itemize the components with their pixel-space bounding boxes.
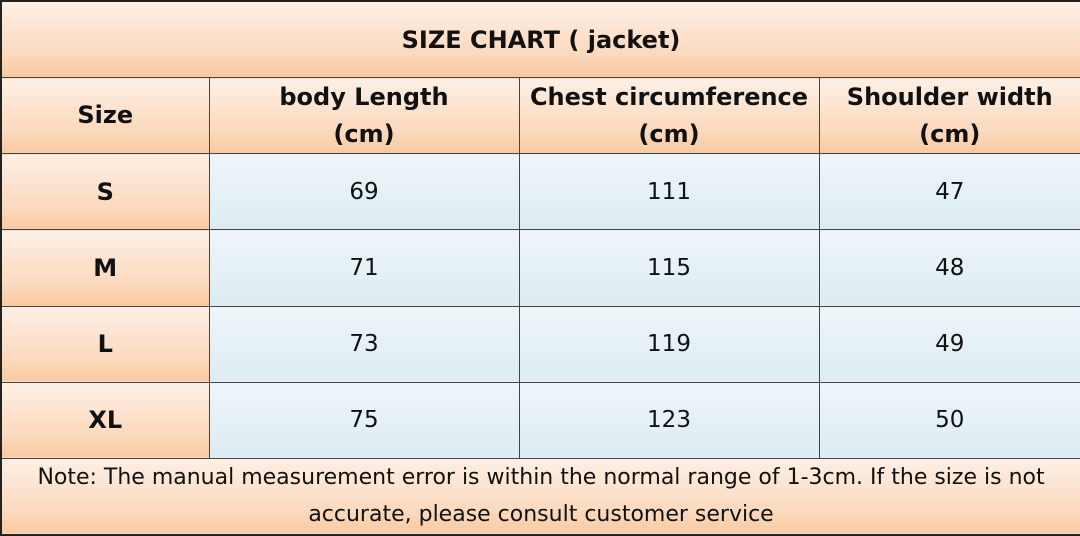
- header-row: Size body Length (cm) Chest circumference (c…: [0, 77, 1080, 155]
- note: Note: The manual measurement error is wi…: [0, 457, 1080, 536]
- data-row: M 71 115 48: [0, 229, 1080, 307]
- table-title: SIZE CHART ( jacket): [0, 0, 1080, 79]
- title-row: SIZE CHART ( jacket): [0, 0, 1080, 79]
- value-cell: 115: [518, 229, 820, 307]
- value-cell: 69: [208, 153, 520, 231]
- value-cell: 49: [818, 305, 1080, 383]
- header-unit: (cm): [919, 119, 981, 148]
- size-cell: XL: [0, 381, 210, 459]
- header-cell: Shoulder width (cm): [818, 77, 1080, 155]
- value-cell: 73: [208, 305, 520, 383]
- value-cell: 47: [818, 153, 1080, 231]
- header-cell: Chest circumference (cm): [518, 77, 820, 155]
- value-cell: 119: [518, 305, 820, 383]
- value-cell: 123: [518, 381, 820, 459]
- size-cell: M: [0, 229, 210, 307]
- size-cell: S: [0, 153, 210, 231]
- header-name: Chest circumference: [529, 82, 809, 111]
- data-row: XL 75 123 50: [0, 381, 1080, 459]
- value-cell: 50: [818, 381, 1080, 459]
- value-cell: 71: [208, 229, 520, 307]
- data-row: L 73 119 49: [0, 305, 1080, 383]
- value-cell: 48: [818, 229, 1080, 307]
- header-cell: body Length (cm): [208, 77, 520, 155]
- value-cell: 111: [518, 153, 820, 231]
- value-cell: 75: [208, 381, 520, 459]
- header-cell: Size: [0, 77, 210, 155]
- header-name: Shoulder width: [846, 82, 1053, 111]
- size-cell: L: [0, 305, 210, 383]
- data-row: S 69 111 47: [0, 153, 1080, 231]
- header-unit: (cm): [333, 119, 395, 148]
- header-name: Size: [77, 101, 134, 130]
- header-unit: (cm): [638, 119, 700, 148]
- note-row: Note: The manual measurement error is wi…: [0, 457, 1080, 536]
- header-name: body Length: [279, 82, 449, 111]
